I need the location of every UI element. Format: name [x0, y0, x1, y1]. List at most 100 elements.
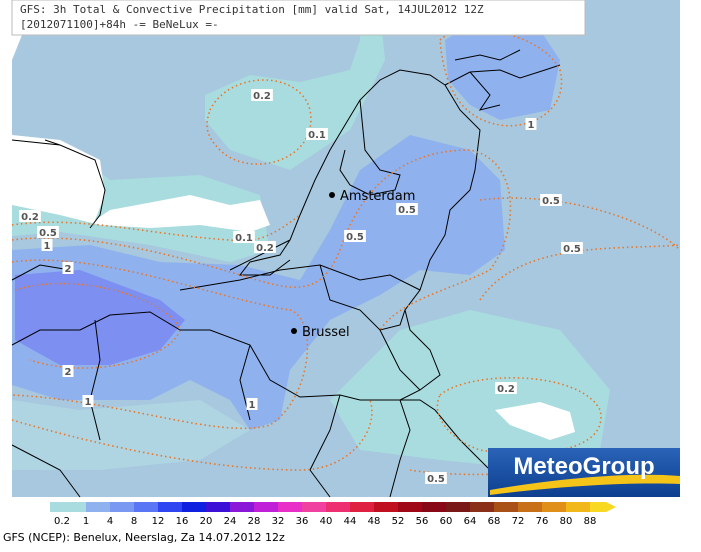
contour-label-bg	[246, 398, 258, 410]
city-dot	[291, 328, 297, 334]
colorbar-label: 68	[488, 516, 501, 527]
colorbar-segment	[518, 502, 542, 512]
colorbar-arrow	[590, 502, 616, 512]
header-line: [2012071100]+84h -= BeNeLux =-	[20, 18, 219, 31]
contour-label: 0.5	[542, 196, 560, 207]
colorbar-label: 48	[368, 516, 381, 527]
contour-label: 0.5	[427, 474, 445, 485]
precip-area	[445, 25, 560, 120]
colorbar-label: 88	[584, 516, 597, 527]
contour-label-bg	[82, 395, 94, 407]
precip-area	[15, 270, 185, 365]
no-precip-area	[495, 402, 575, 440]
precip-area	[205, 10, 385, 170]
contour-label: 0.5	[398, 205, 416, 216]
colorbar-segment	[254, 502, 278, 512]
colorbar-segment	[542, 502, 566, 512]
contour-label-bg	[495, 382, 517, 394]
colorbar-segment	[62, 502, 86, 512]
colorbar-label: 40	[320, 516, 333, 527]
contour-label-bg	[540, 194, 562, 206]
colorbar-segment	[230, 502, 254, 512]
colorbar-label: 44	[344, 516, 357, 527]
coastline	[229, 69, 446, 276]
city-dot	[329, 192, 335, 198]
logo-text: MeteoGroup	[513, 453, 654, 480]
contour-label-bg	[233, 231, 255, 243]
colorbar-segment	[470, 502, 494, 512]
coastline	[444, 49, 561, 111]
contour-label-bg	[425, 472, 447, 484]
colorbar-segment	[86, 502, 110, 512]
contour-label: 0.1	[308, 130, 326, 141]
header-line: GFS: 3h Total & Convective Precipitation…	[20, 3, 484, 16]
border	[11, 264, 421, 441]
colorbar-label: 36	[296, 516, 309, 527]
contour-label: 0.5	[346, 232, 364, 243]
colorbar-label: 0.2	[54, 516, 70, 527]
colorbar-label: 76	[536, 516, 549, 527]
colorbar-label: 64	[464, 516, 477, 527]
contour-label-bg	[62, 262, 74, 274]
logo-swoosh	[490, 474, 680, 495]
colorbar: 0.2 1 4 8 12 16 20 24 28 32 36 40 44 48 52 56 60 64 68 72 76…	[50, 502, 616, 527]
contour-label-bg	[251, 89, 273, 101]
colorbar-segment	[206, 502, 230, 512]
contour-label-bg	[254, 241, 276, 253]
colorbar-label: 56	[416, 516, 429, 527]
colorbar-label: 1	[83, 516, 89, 527]
colorbar-label: 52	[392, 516, 405, 527]
colorbar-segment	[302, 502, 326, 512]
border	[11, 264, 491, 498]
colorbar-segment	[422, 502, 446, 512]
colorbar-label: 72	[512, 516, 525, 527]
colorbar-segment	[278, 502, 302, 512]
colorbar-segment	[446, 502, 470, 512]
contour-label: 2	[65, 367, 72, 378]
colorbar-segment	[566, 502, 590, 512]
logo: MeteoGroup	[488, 448, 680, 497]
contour-label-bg	[41, 239, 53, 251]
no-precip-area	[12, 135, 270, 232]
contour	[11, 399, 373, 471]
contour	[436, 377, 602, 455]
contour-label: 1	[249, 400, 256, 411]
colorbar-label: 8	[131, 516, 137, 527]
colorbar-segment	[398, 502, 422, 512]
contour-label: 0.2	[256, 243, 274, 254]
contour	[11, 214, 301, 242]
contour-label: 1	[85, 397, 92, 408]
colorbar-segment	[350, 502, 374, 512]
colorbar-label: 80	[560, 516, 573, 527]
contour-label: 0.1	[235, 233, 253, 244]
contour-label: 0.5	[39, 228, 57, 239]
contour-label-bg	[396, 203, 418, 215]
contour-label-bg	[37, 226, 59, 238]
contour-label: 1	[44, 241, 51, 252]
colorbar-segment	[182, 502, 206, 512]
contour-label: 1	[528, 120, 535, 131]
city-label: Brussel	[302, 325, 350, 340]
contour	[439, 29, 563, 127]
colorbar-label: 4	[107, 516, 113, 527]
header: GFS: 3h Total & Convective Precipitation…	[11, 0, 586, 36]
contour-label: 0.2	[253, 91, 271, 102]
colorbar-label: 28	[248, 516, 261, 527]
colorbar-label: 16	[176, 516, 189, 527]
contour-label-bg	[19, 210, 41, 222]
contour-label-bg	[306, 128, 328, 140]
contour-label-bg	[62, 365, 74, 377]
colorbar-label: 24	[224, 516, 237, 527]
colorbar-segment	[158, 502, 182, 512]
colorbar-label: 32	[272, 516, 285, 527]
colorbar-segment	[326, 502, 350, 512]
footer: GFS (NCEP): Benelux, Neerslag, Za 14.07.…	[3, 531, 285, 544]
colorbar-segment	[494, 502, 518, 512]
contour-label-bg	[561, 242, 583, 254]
colorbar-label: 12	[152, 516, 165, 527]
contour-label: 0.5	[563, 244, 581, 255]
contour-label: 0.2	[497, 384, 515, 395]
city-label: Amsterdam	[340, 189, 415, 204]
